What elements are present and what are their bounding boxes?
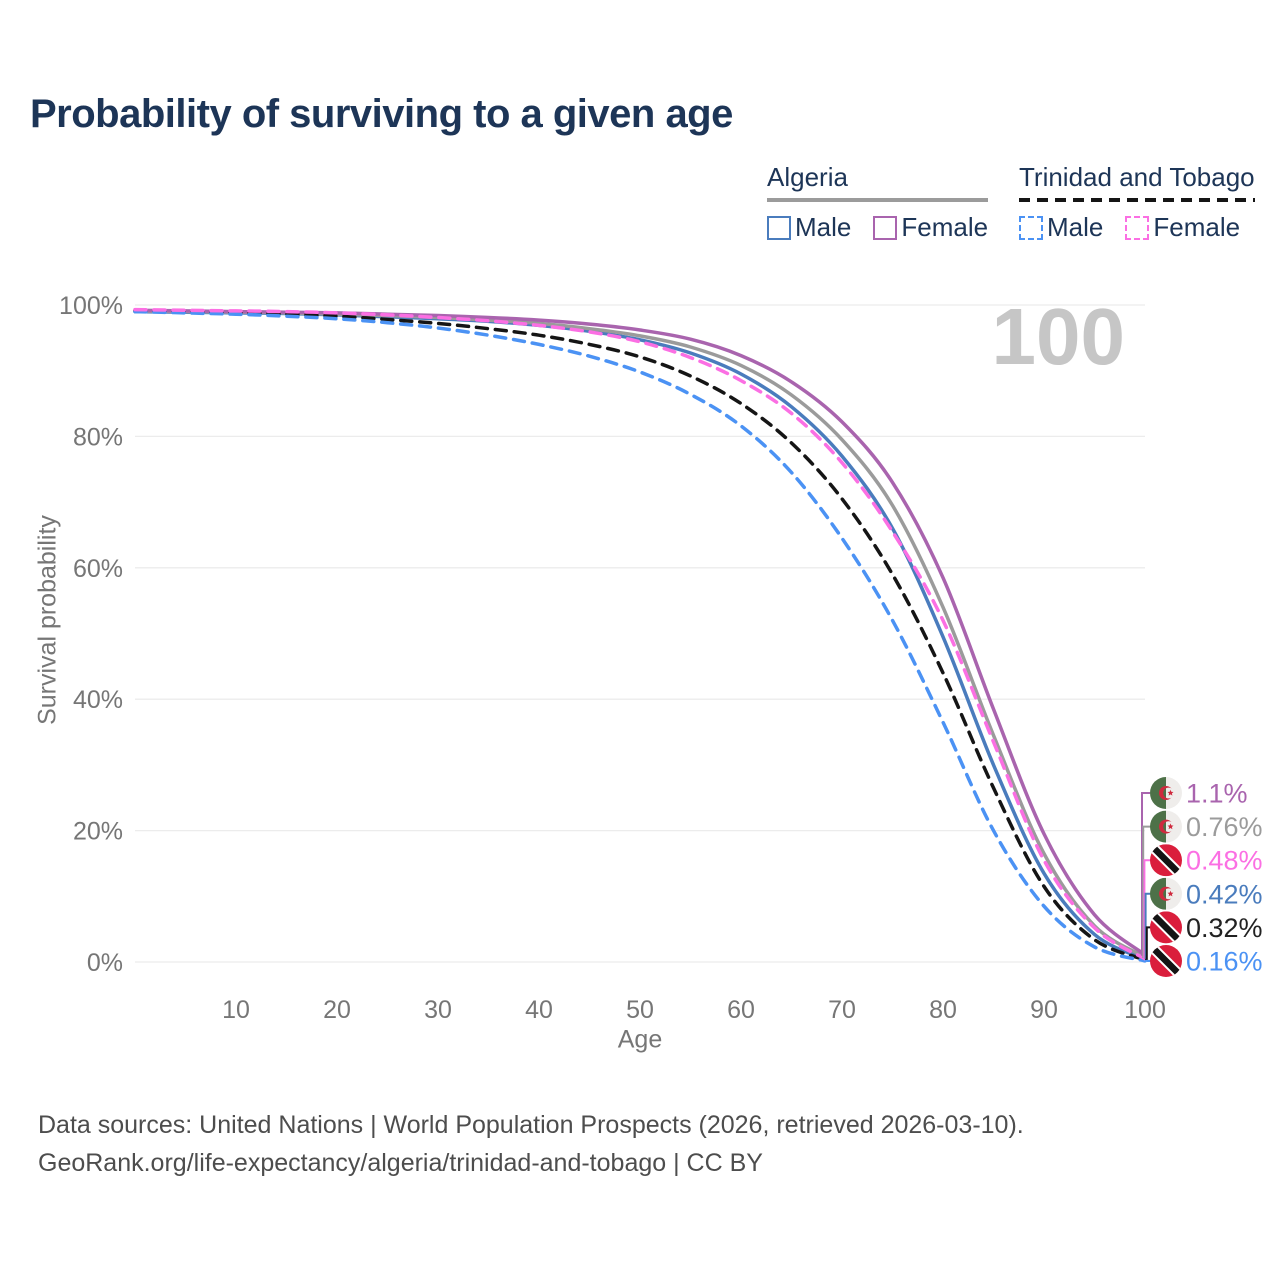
end-value-label: 1.1% [1186, 779, 1248, 809]
x-tick-label: 100 [1124, 996, 1166, 1024]
end-value-label: 0.32% [1186, 913, 1263, 943]
x-tick-label: 50 [626, 996, 654, 1024]
dashed-series-swatch-icon [1019, 215, 1043, 240]
solid-series-swatch-icon [873, 215, 898, 240]
solid-series-swatch-icon [767, 215, 791, 240]
x-tick-label: 60 [727, 996, 755, 1024]
y-tick-label: 100% [59, 292, 123, 320]
y-tick-label: 40% [73, 686, 123, 714]
legend-item-trinidad-and-tobago-female[interactable]: Female [1125, 212, 1240, 243]
legend-item-label: Female [901, 212, 989, 242]
x-tick-label: 30 [424, 996, 452, 1024]
series-line-algeria-male-male [133, 309, 1147, 961]
y-tick-label: 0% [87, 949, 123, 977]
x-tick-label: 80 [929, 996, 957, 1024]
series-line-trinidad-and-tobago-male-male [133, 309, 1147, 963]
legend-item-trinidad-and-tobago-male[interactable]: Male [1019, 212, 1103, 243]
end-value-label: 0.48% [1186, 846, 1263, 876]
solid-line-swatch-icon [767, 198, 989, 202]
algeria-flag-icon [1150, 877, 1182, 910]
dashed-line-swatch-icon [1019, 198, 1255, 202]
legend-group-title: Algeria [767, 162, 848, 192]
end-value-label: 0.16% [1186, 947, 1263, 977]
y-tick-label: 80% [73, 423, 123, 451]
legend-item-algeria-male[interactable]: Male [767, 212, 851, 243]
algeria-flag-icon [1150, 777, 1182, 809]
series-line-algeria-female-female [133, 308, 1147, 957]
legend-group-trinidad-and-tobago: Trinidad and Tobago Male Female [1019, 162, 1255, 243]
legend-group-algeria: Algeria Male Female [767, 162, 989, 243]
trinidad-and-tobago-flag-icon [1150, 844, 1182, 877]
data-sources-line: Data sources: United Nations | World Pop… [38, 1111, 1024, 1139]
legend-item-label: Male [1047, 212, 1104, 242]
trinidad-and-tobago-flag-icon [1150, 911, 1182, 944]
x-tick-label: 40 [525, 996, 553, 1024]
legend-item-label: Female [1153, 212, 1241, 242]
legend-item-label: Male [795, 212, 852, 242]
end-value-label: 0.76% [1186, 812, 1263, 842]
dashed-series-swatch-icon [1125, 215, 1150, 240]
y-tick-label: 60% [73, 555, 123, 583]
series-line-trinidad-and-tobago-all [133, 309, 1147, 962]
x-tick-label: 90 [1030, 996, 1058, 1024]
end-value-label: 0.42% [1186, 879, 1263, 909]
series-line-trinidad-and-tobago-female-female [133, 307, 1147, 961]
x-tick-label: 20 [323, 996, 351, 1024]
legend-item-algeria-female[interactable]: Female [873, 212, 988, 243]
chart-title: Probability of surviving to a given age [30, 92, 733, 136]
footer: Data sources: United Nations | World Pop… [38, 1106, 1024, 1182]
algeria-flag-icon [1150, 810, 1182, 843]
series-line-algeria-all [133, 309, 1147, 959]
x-tick-label: 70 [828, 996, 856, 1024]
trinidad-and-tobago-flag-icon [1150, 945, 1182, 977]
legend-group-title: Trinidad and Tobago [1019, 162, 1255, 192]
y-tick-label: 20% [73, 818, 123, 846]
age-counter-watermark: 100 [991, 292, 1125, 381]
x-axis-title: Age [617, 1025, 663, 1054]
attribution-line: GeoRank.org/life-expectancy/algeria/trin… [38, 1149, 763, 1177]
x-tick-label: 10 [222, 996, 250, 1024]
